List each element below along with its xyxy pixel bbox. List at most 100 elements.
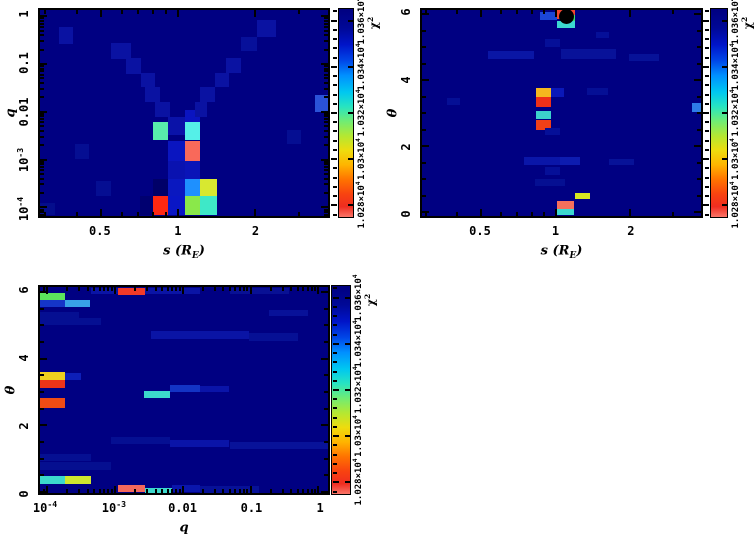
- y-tick: [324, 25, 328, 28]
- y-tick: [324, 191, 328, 194]
- y-tick: [40, 81, 44, 84]
- heatmap-cell: [199, 386, 230, 393]
- colorbar-tick: [333, 185, 337, 188]
- colorbar-tick: [703, 204, 709, 207]
- heatmap-cell: [145, 488, 172, 493]
- heatmap-cell: [111, 43, 131, 59]
- heatmap-cell: [168, 160, 185, 179]
- x-tick: [120, 10, 123, 14]
- colorbar-tick: [333, 453, 337, 456]
- heatmap-cell: [229, 441, 328, 449]
- x-tick: [154, 287, 157, 291]
- colorbar-tick: [345, 481, 350, 484]
- colorbar-tick: [705, 213, 709, 216]
- y-tick: [40, 144, 44, 147]
- x-tick-label: 0.5: [469, 224, 491, 238]
- heatmap-cell: [256, 19, 277, 37]
- x-tick: [543, 10, 546, 14]
- colorbar-tick: [705, 195, 709, 198]
- y-tick: [40, 65, 44, 68]
- colorbar-tick: [333, 342, 339, 345]
- x-tick: [302, 489, 305, 493]
- x-tick: [103, 489, 106, 493]
- colorbar-tick: [333, 75, 337, 78]
- y-tick: [422, 195, 426, 198]
- y-tick: [40, 29, 44, 32]
- x-tick: [269, 489, 272, 493]
- heatmap-cell: [536, 119, 552, 130]
- heatmap-cell: [153, 196, 169, 215]
- heatmap-cell: [560, 157, 580, 165]
- y-tick: [697, 62, 701, 65]
- colorbar: [710, 8, 728, 218]
- heatmap-cell: [117, 288, 146, 295]
- colorbar: [331, 285, 351, 495]
- y-tick: [40, 440, 44, 443]
- x-tick: [253, 10, 256, 17]
- x-tick: [302, 287, 305, 291]
- colorbar-tick: [333, 352, 337, 355]
- x-tick: [229, 287, 232, 291]
- heatmap-cell: [523, 157, 561, 165]
- heatmap-cell: [609, 159, 634, 166]
- colorbar-tick: [705, 84, 709, 87]
- x-tick: [75, 10, 78, 14]
- heatmap-cell: [117, 485, 146, 492]
- y-tick: [694, 145, 701, 148]
- colorbar-tick: [333, 93, 337, 96]
- y-tick-label: 0: [17, 490, 31, 498]
- heatmap-cell: [58, 26, 74, 45]
- y-tick: [321, 424, 328, 427]
- x-tick: [516, 10, 519, 14]
- colorbar-tick: [705, 102, 709, 105]
- heatmap-cell: [74, 144, 90, 159]
- x-tick: [181, 287, 184, 294]
- colorbar-tick: [348, 65, 353, 68]
- x-tick: [238, 287, 241, 291]
- heatmap-cell: [64, 476, 92, 485]
- x-tick: [137, 10, 140, 14]
- x-axis-title: s (RE): [540, 243, 583, 262]
- x-tick: [43, 10, 46, 14]
- heatmap-cell: [574, 192, 590, 200]
- x-tick: [310, 489, 313, 493]
- y-tick: [324, 73, 328, 76]
- heatmap-cell: [545, 127, 561, 136]
- heatmap-cell: [145, 288, 200, 294]
- x-tick: [66, 287, 69, 291]
- y-tick: [321, 490, 328, 493]
- y-tick: [321, 206, 328, 209]
- colorbar-tick: [348, 158, 353, 161]
- x-tick: [110, 287, 113, 291]
- heatmap-cell: [143, 391, 171, 398]
- x-tick: [249, 486, 252, 493]
- colorbar-tick-label: 1.032×104: [355, 89, 367, 137]
- x-tick-label: 2: [251, 224, 260, 238]
- x-tick: [178, 287, 181, 291]
- x-tick: [480, 209, 483, 216]
- y-tick: [40, 67, 44, 70]
- x-tick: [146, 287, 149, 291]
- y-tick: [40, 113, 44, 116]
- heatmap-cell: [168, 196, 185, 215]
- x-tick: [246, 489, 249, 493]
- y-tick: [40, 169, 44, 172]
- y-tick: [324, 115, 328, 118]
- heatmap-cell: [199, 196, 217, 215]
- colorbar-tick: [333, 47, 337, 50]
- y-tick: [40, 183, 44, 186]
- x-tick: [166, 287, 169, 291]
- heatmap-cell: [153, 121, 169, 140]
- y-tick: [324, 135, 328, 138]
- y-tick: [324, 34, 328, 37]
- colorbar-tick: [333, 425, 337, 428]
- colorbar-tick: [331, 158, 337, 161]
- y-tick: [694, 13, 701, 16]
- x-tick: [499, 10, 502, 14]
- colorbar-title: χ2: [739, 16, 754, 30]
- x-tick: [120, 212, 123, 216]
- y-tick: [324, 457, 328, 460]
- y-tick: [40, 96, 44, 99]
- colorbar-tick: [722, 204, 727, 207]
